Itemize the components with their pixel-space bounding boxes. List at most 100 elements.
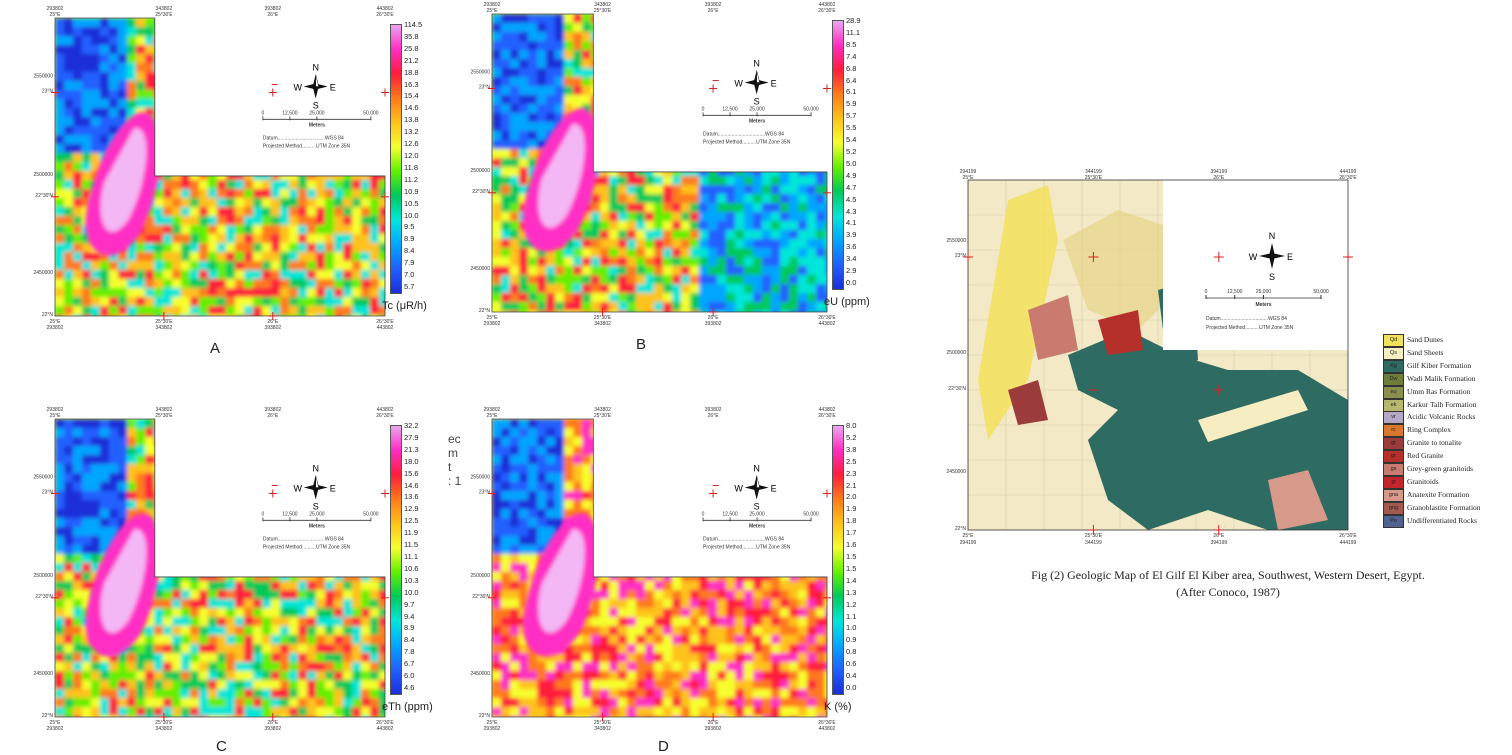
colorbar-tick: 15.6 — [404, 468, 419, 478]
geo-top-longitude: 25°E — [963, 175, 975, 181]
legend-swatch: Dw — [1383, 372, 1404, 386]
colorbar-tick: 3.4 — [846, 254, 857, 264]
compass-n: N — [312, 63, 319, 73]
map-svg-a: 29380225°E25°E29380234380225°30'E25°30'E… — [34, 6, 395, 331]
compass-s: S — [313, 101, 319, 111]
legend-label: Acidic Volcanic Rocks — [1407, 412, 1476, 422]
top-longitude-tick: 26°E — [267, 413, 279, 419]
bottom-longitude-tick: 25°E — [50, 319, 62, 325]
datum-text: Datum..................................W… — [703, 131, 784, 137]
scale-tick: 50,000 — [803, 511, 819, 517]
legend-item: Qs Sand Sheets — [1383, 346, 1511, 360]
legend-label: Anatexite Formation — [1407, 489, 1470, 499]
compass-n: N — [312, 464, 319, 474]
colorbar-tick: 4.5 — [846, 194, 857, 204]
bottom-easting-tick: 393802 — [264, 726, 281, 732]
geo-bottom-easting: 444199 — [1340, 540, 1357, 546]
legend-label: Grey-green granitoids — [1407, 464, 1474, 473]
geo-bottom-longitude: 26°30'E — [1339, 533, 1357, 539]
map-panel-c: 293802 25°E 25°E 293802 343802 25°30'E 25°30'E… — [25, 405, 445, 755]
colorbar-tick: 3.9 — [846, 230, 857, 240]
legend-item: Qd Sand Dunes — [1383, 334, 1511, 347]
colorbar-tick: 2.9 — [846, 266, 857, 276]
colorbar-tick: 4.7 — [846, 182, 857, 192]
colorbar-tick: 10.3 — [404, 575, 419, 585]
legend-swatch: eu — [1383, 385, 1404, 399]
bottom-easting-tick: 393802 — [705, 726, 722, 732]
top-longitude-tick: 26°30'E — [376, 413, 394, 419]
colorbar-tick: 1.5 — [846, 563, 857, 573]
colorbar-tick: 3.8 — [846, 444, 857, 454]
top-longitude-tick: 26°E — [267, 12, 279, 18]
colorbar-tick: 8.4 — [404, 635, 415, 645]
geo-compass-e: E — [1287, 252, 1293, 262]
top-longitude-tick: 25°E — [50, 413, 62, 419]
scale-tick: 0 — [262, 511, 265, 517]
north-arrow-compass: N S E W — [734, 464, 776, 512]
unit-label: Tc (μR/h) — [382, 300, 427, 312]
projection-text: Projected Method..........UTM Zone 35N — [703, 544, 791, 550]
stray-line-2: m — [448, 446, 458, 460]
colorbar-tick: 4.3 — [846, 206, 857, 216]
geo-scale-bar: 0 12,500 25,000 50,000 Meters — [1205, 289, 1329, 308]
colorbar-tick: 3.6 — [846, 242, 857, 252]
scale-tick: 12,500 — [282, 511, 298, 517]
geo-graticule-cross — [1213, 525, 1224, 535]
bottom-easting-tick: 343802 — [594, 726, 611, 732]
colorbar-tick: 5.5 — [846, 123, 857, 133]
graticule-cross — [51, 489, 59, 498]
unit-label: eU (ppm) — [824, 296, 870, 308]
projection-text: Projected Method..........UTM Zone 35N — [263, 544, 351, 550]
bottom-longitude-tick: 26°30'E — [818, 315, 836, 321]
colorbar-tick: 1.5 — [846, 552, 857, 561]
colorbar-tick: 11.8 — [404, 162, 419, 172]
colorbar-tick: 8.9 — [404, 234, 415, 244]
graticule-cross — [268, 88, 277, 97]
latitude-tick: 22°N — [42, 312, 54, 318]
colorbar-tick: 13.2 — [404, 127, 419, 137]
colorbar-tick: 7.8 — [404, 647, 415, 657]
bottom-easting-tick: 393802 — [705, 321, 722, 327]
latitude-tick: 23°N — [42, 89, 54, 95]
legend-swatch: Qs — [1383, 346, 1404, 360]
colorbar-tick: 14.6 — [404, 103, 419, 113]
colorbar-tick: 8.0 — [846, 421, 857, 430]
top-longitude-tick: 26°30'E — [818, 8, 836, 14]
colorbar-tick: 35.8 — [404, 31, 419, 41]
colorbar-tick: 11.2 — [404, 174, 419, 184]
latitude-tick: 22°30'N — [35, 594, 53, 600]
bottom-easting-tick: 293802 — [47, 726, 64, 732]
colorbar-tick: 11.9 — [404, 528, 419, 538]
colorbar — [832, 425, 844, 695]
bottom-easting-tick: 293802 — [47, 325, 64, 331]
panel-label: C — [216, 738, 227, 755]
colorbar-tick: 10.9 — [404, 186, 419, 196]
bottom-easting-tick: 443802 — [377, 726, 394, 732]
compass-w: W — [293, 83, 302, 93]
colorbar-tick: 16.3 — [404, 79, 419, 89]
compass-e: E — [771, 484, 777, 494]
colorbar-tick: 11.1 — [404, 552, 419, 561]
legend-item: Pu Undifferentiated Rocks — [1383, 514, 1511, 528]
graticule-cross — [381, 593, 389, 602]
graticule-cross — [51, 593, 59, 602]
top-easting-tick: 393802 — [264, 407, 281, 413]
anomaly-high — [85, 112, 161, 256]
compass-n: N — [753, 59, 760, 69]
top-longitude-tick: 26°E — [708, 413, 720, 419]
geo-scale-unit: Meters — [1255, 302, 1271, 308]
top-easting-tick: 343802 — [156, 6, 173, 12]
scale-unit: Meters — [309, 122, 325, 128]
colorbar-tick: 5.0 — [846, 158, 857, 168]
colorbar-tick: 1.9 — [846, 504, 857, 514]
graticule-cross — [709, 713, 718, 721]
graticule-cross — [488, 84, 496, 93]
colorbar-tick: 5.7 — [846, 111, 857, 121]
legend-label: Wadi Malik Formation — [1407, 373, 1476, 383]
map-svg-c: 29380225°E25°E29380234380225°30'E25°30'E… — [34, 407, 395, 732]
colorbar-tick: 12.9 — [404, 504, 419, 514]
colorbar-tick: 9.7 — [404, 599, 415, 609]
scale-tick: 25,000 — [309, 511, 325, 517]
legend-item: gr Red Granite — [1383, 450, 1511, 464]
scale-tick: 25,000 — [309, 110, 325, 116]
